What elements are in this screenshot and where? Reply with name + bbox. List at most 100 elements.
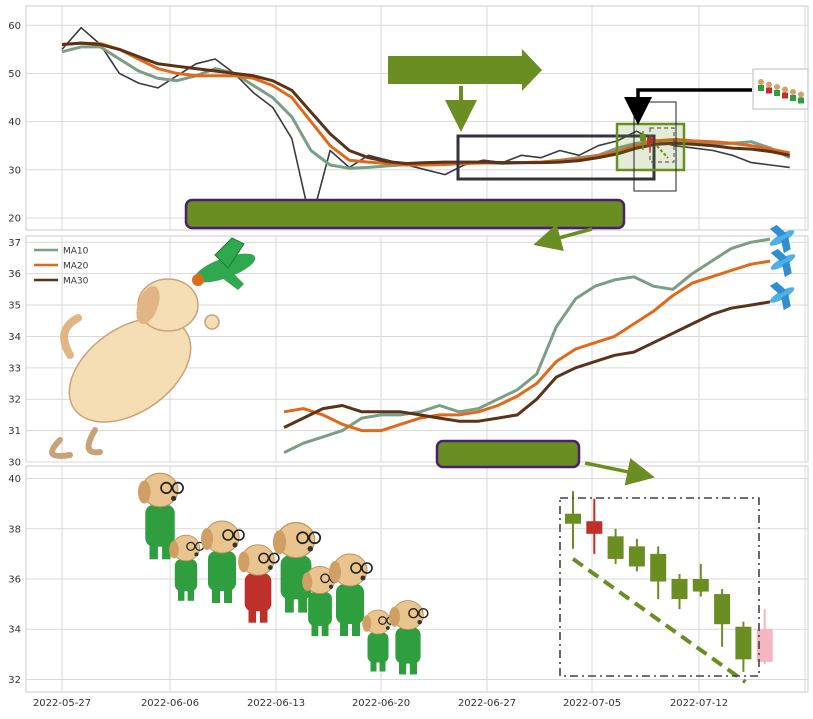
- sell-point-callout: [388, 49, 542, 132]
- dog-ear: [302, 572, 313, 592]
- dog-backpack: [395, 627, 421, 664]
- dog-glasses: [408, 607, 419, 619]
- candle-body: [671, 579, 688, 600]
- thumbnail-dog-icon: [782, 86, 788, 93]
- thumbnail-dog-icon: [766, 81, 772, 88]
- dog-nose: [171, 495, 177, 502]
- dog-glasses: [378, 616, 387, 625]
- dog-backpack: [145, 504, 175, 547]
- dog-leg: [298, 597, 307, 613]
- dog-nose: [307, 546, 314, 552]
- thumbnail-dog-icon: [758, 85, 764, 91]
- dog-backpack: [367, 632, 389, 663]
- candle-body: [607, 536, 624, 559]
- price-series-ma30: [61, 41, 790, 165]
- dog-leg: [399, 661, 407, 675]
- airplane-wing: [770, 248, 788, 262]
- candle: [628, 538, 645, 572]
- dog-body: [68, 317, 192, 423]
- dog-ear: [329, 561, 341, 583]
- x-tick-label: 2022-06-27: [458, 698, 516, 709]
- candle: [607, 528, 624, 564]
- dog-ear: [201, 528, 213, 550]
- y-tick-label: 30: [8, 165, 21, 176]
- ma-zoom-series-ma10: [283, 237, 771, 454]
- y-tick-label: 40: [8, 117, 21, 128]
- dog-leg: [187, 589, 194, 601]
- plane-fuselage: [194, 253, 256, 283]
- toy-plane-icon: [192, 237, 256, 290]
- dog-leg: [212, 589, 220, 603]
- dog-backpack: [336, 584, 364, 624]
- dog-backpack: [308, 591, 332, 626]
- dog-nose: [194, 552, 199, 557]
- dog-leg: [311, 624, 319, 637]
- dog-leg: [162, 544, 171, 560]
- backpack-dog-icon: [137, 472, 184, 560]
- price-series-ma20: [61, 41, 790, 167]
- airplane-icon: [769, 224, 795, 254]
- dog-group-illustration: [137, 472, 429, 675]
- candle: [756, 609, 773, 665]
- candle-panel: 32 34 36 38 40 2022-05-27 2022-06-06 2022-06-13…: [8, 465, 809, 709]
- dog-leg: [370, 661, 377, 672]
- dog-leg: [321, 624, 329, 637]
- dog-nose: [385, 626, 390, 630]
- consolidation-box: [456, 134, 656, 181]
- dog-ear: [238, 551, 250, 573]
- dog-leg: [259, 609, 268, 623]
- x-tick-label: 2022-06-13: [247, 698, 305, 709]
- dog-leg: [285, 597, 294, 613]
- candle-body: [692, 579, 709, 592]
- dog-backpack: [174, 559, 198, 592]
- legend-label-ma20: MA20: [63, 262, 89, 272]
- candle: [714, 589, 731, 647]
- dog-nose: [360, 575, 366, 581]
- candle-body: [565, 513, 581, 524]
- dog-ear: [362, 615, 372, 632]
- airplane-body: [770, 254, 796, 270]
- decline-callout: [435, 439, 655, 486]
- dog-glasses: [233, 529, 245, 541]
- dog-leg: [178, 589, 185, 601]
- x-tick-label: 2022-07-05: [563, 698, 621, 709]
- decline-highlight-frame: [559, 497, 760, 677]
- thumbnail-connector-arrow: [624, 88, 752, 125]
- legend: MA10 MA20 MA30: [34, 247, 89, 287]
- y-tick-label: 36: [8, 269, 21, 280]
- thumbnail-dog-icon: [766, 87, 772, 94]
- dog-leg: [340, 622, 348, 636]
- candle: [565, 491, 581, 549]
- dog-ear: [169, 540, 179, 559]
- candle: [650, 546, 667, 600]
- dog-ear: [389, 606, 400, 627]
- decline-pointer: [584, 458, 655, 486]
- dog-leg: [352, 622, 360, 636]
- y-tick-label: 32: [8, 675, 21, 686]
- dog-leg: [379, 661, 386, 672]
- airplane-wing: [781, 236, 791, 254]
- candle-body: [586, 521, 603, 534]
- legend-label-ma30: MA30: [63, 277, 89, 287]
- candle: [735, 621, 752, 672]
- dog-glasses: [350, 562, 362, 574]
- dog-tail: [60, 314, 82, 359]
- thumbnail-dog-icon: [782, 92, 788, 99]
- backpack-dog-icon: [238, 544, 280, 623]
- airplane-body: [769, 287, 795, 303]
- candle: [692, 563, 709, 597]
- sell-point-arrow-shape: [388, 49, 542, 91]
- y-tick-label: 34: [8, 332, 21, 343]
- dog-backpack: [244, 573, 272, 612]
- dog-leg: [85, 427, 103, 456]
- dog-glasses: [268, 552, 280, 564]
- airplane-wing: [782, 260, 792, 278]
- airplane-body: [769, 230, 795, 246]
- dog-ear: [136, 285, 160, 325]
- dog-leg: [248, 609, 257, 623]
- decline-label-box: [435, 439, 581, 469]
- dog-glasses: [418, 607, 429, 619]
- mini-candle: [640, 134, 646, 141]
- airplane-icon: [769, 281, 795, 311]
